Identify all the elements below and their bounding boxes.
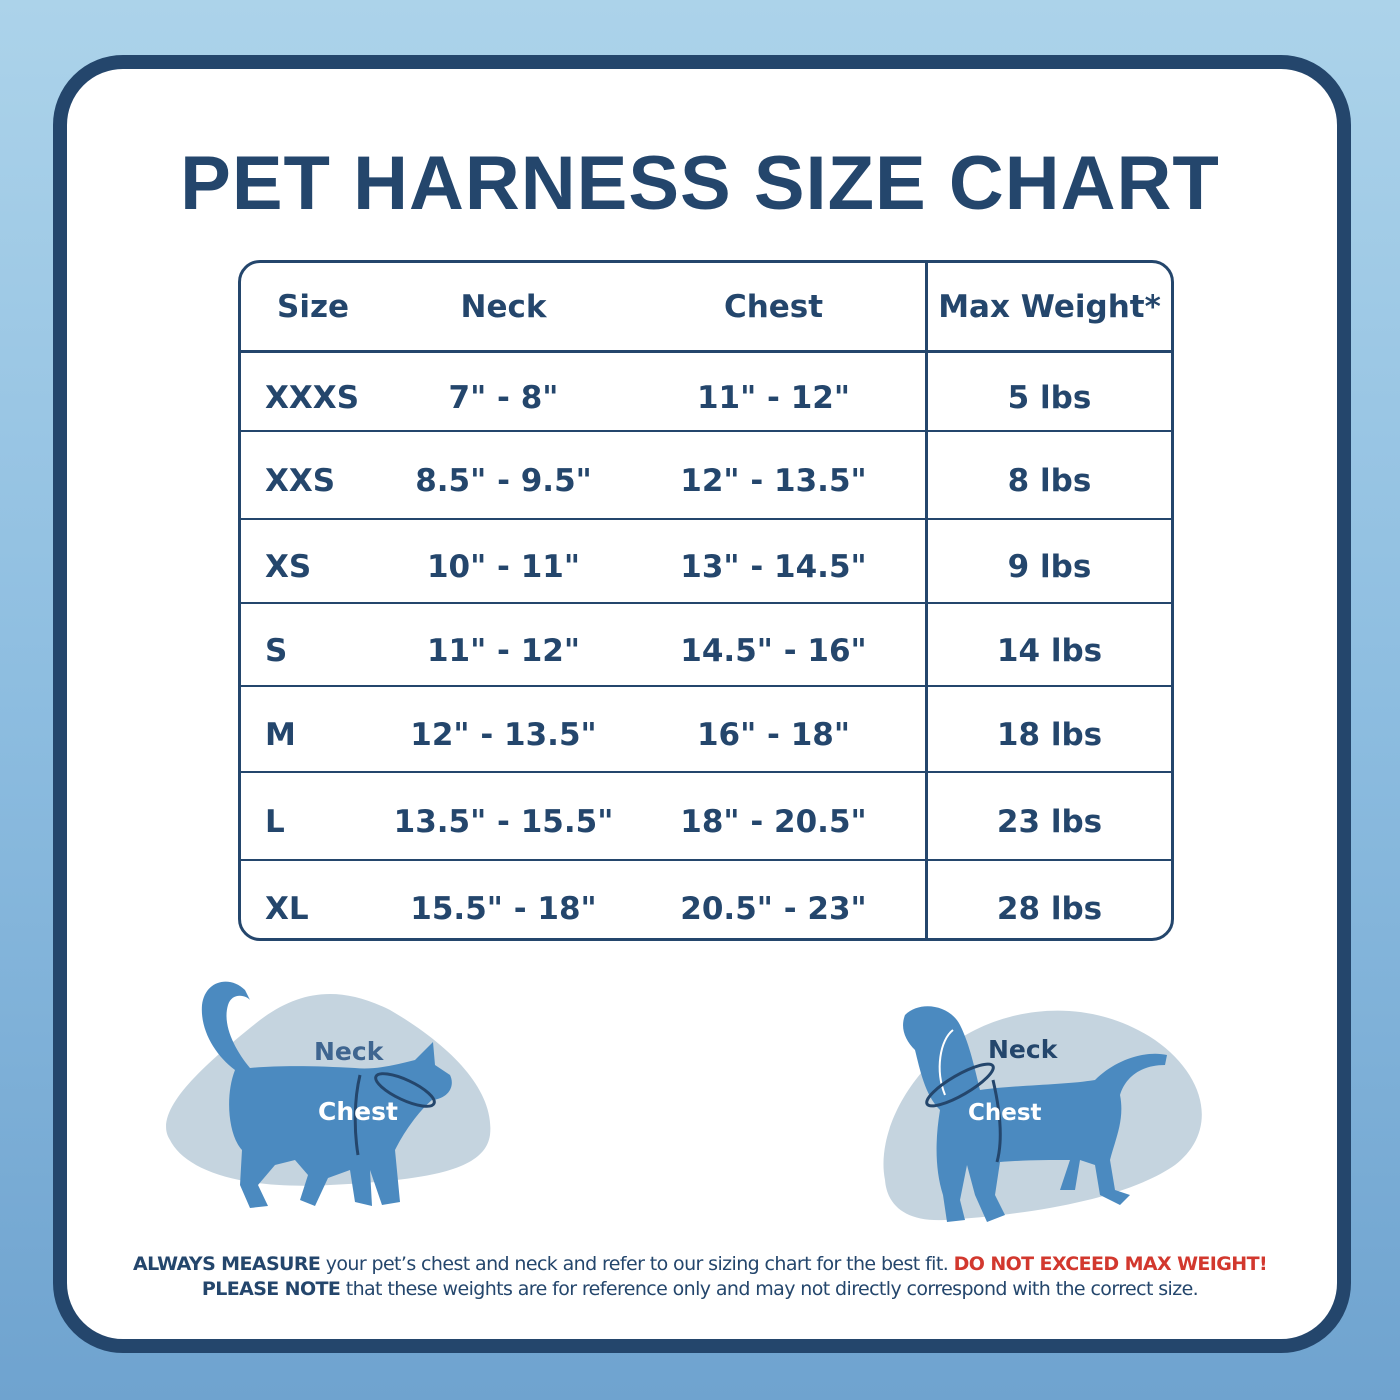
footer-line-1: ALWAYS MEASURE your pet’s chest and neck… bbox=[0, 1252, 1400, 1277]
dog-chest-label: Chest bbox=[968, 1100, 1042, 1126]
cat-chest-strap bbox=[353, 1074, 362, 1156]
cell-chest: 13" - 14.5" bbox=[680, 549, 867, 585]
cell-neck: 15.5" - 18" bbox=[410, 890, 597, 927]
cat-silhouette bbox=[201, 981, 452, 1208]
dog-neck-collar bbox=[925, 1062, 995, 1108]
dog-neck-label: Neck bbox=[988, 1035, 1058, 1064]
cell-max-weight: 5 lbs bbox=[1007, 379, 1092, 416]
cell-size: XXXS bbox=[265, 379, 360, 416]
footer-line-2-text: that these weights are for reference onl… bbox=[340, 1278, 1199, 1300]
cell-size: XXS bbox=[265, 463, 336, 499]
cell-neck: 12" - 13.5" bbox=[410, 717, 597, 753]
cell-chest: 16" - 18" bbox=[696, 717, 851, 753]
dog-silhouette bbox=[903, 1006, 1167, 1222]
page-title: PET HARNESS SIZE CHART bbox=[180, 141, 1220, 226]
cat-illustration bbox=[166, 981, 491, 1208]
table-row: L 13.5" - 15.5" 18" - 20.5" 23 lbs bbox=[241, 771, 1171, 859]
table-row: XXXS 7" - 8" 11" - 12" 5 lbs bbox=[241, 350, 1171, 430]
cell-size: L bbox=[265, 804, 285, 840]
cat-neck-collar bbox=[374, 1072, 436, 1108]
cell-neck: 11" - 12" bbox=[426, 632, 581, 669]
table-header: Size Neck Chest Max Weight* bbox=[241, 263, 1171, 350]
column-divider bbox=[925, 263, 928, 938]
cell-chest: 18" - 20.5" bbox=[680, 804, 867, 840]
cell-chest: 11" - 12" bbox=[696, 379, 851, 416]
cell-size: S bbox=[265, 632, 288, 669]
cat-chest-label: Chest bbox=[318, 1097, 398, 1126]
footer-note: ALWAYS MEASURE your pet’s chest and neck… bbox=[0, 1252, 1400, 1302]
table-row: XXS 8.5" - 9.5" 12" - 13.5" 8 lbs bbox=[241, 430, 1171, 518]
cell-size: XS bbox=[265, 549, 312, 585]
dog-ear-outline bbox=[938, 1029, 954, 1096]
cell-max-weight: 18 lbs bbox=[996, 717, 1103, 753]
header-max-weight: Max Weight* bbox=[938, 288, 1161, 325]
cell-max-weight: 9 lbs bbox=[1007, 549, 1092, 585]
table-row: S 11" - 12" 14.5" - 16" 14 lbs bbox=[241, 602, 1171, 685]
cell-chest: 12" - 13.5" bbox=[680, 463, 867, 499]
header-chest: Chest bbox=[723, 288, 824, 325]
header-neck: Neck bbox=[460, 288, 547, 325]
max-weight-warning: DO NOT EXCEED MAX WEIGHT! bbox=[953, 1253, 1268, 1275]
cell-size: XL bbox=[265, 890, 309, 927]
cell-neck: 7" - 8" bbox=[448, 379, 559, 416]
dog-illustration bbox=[883, 1006, 1202, 1222]
footer-line-2: PLEASE NOTE that these weights are for r… bbox=[0, 1277, 1400, 1302]
cell-max-weight: 28 lbs bbox=[996, 890, 1103, 927]
footer-line-1-text: your pet’s chest and neck and refer to o… bbox=[320, 1253, 954, 1275]
cell-neck: 10" - 11" bbox=[426, 549, 581, 585]
table-row: XL 15.5" - 18" 20.5" - 23" 28 lbs bbox=[241, 859, 1171, 938]
table-row: XS 10" - 11" 13" - 14.5" 9 lbs bbox=[241, 518, 1171, 602]
cell-chest: 20.5" - 23" bbox=[680, 890, 867, 927]
cell-max-weight: 14 lbs bbox=[996, 632, 1103, 669]
dog-chest-strap bbox=[991, 1079, 1002, 1163]
header-size: Size bbox=[277, 288, 350, 325]
cell-max-weight: 8 lbs bbox=[1007, 463, 1092, 499]
cell-max-weight: 23 lbs bbox=[996, 804, 1103, 840]
table-row: M 12" - 13.5" 16" - 18" 18 lbs bbox=[241, 685, 1171, 771]
size-table: Size Neck Chest Max Weight* XXXS 7" - 8" 1… bbox=[238, 260, 1174, 941]
cell-neck: 13.5" - 15.5" bbox=[393, 804, 614, 840]
cell-size: M bbox=[265, 717, 296, 753]
cell-neck: 8.5" - 9.5" bbox=[415, 463, 592, 499]
always-measure-label: ALWAYS MEASURE bbox=[132, 1253, 321, 1275]
cell-chest: 14.5" - 16" bbox=[680, 632, 867, 669]
cat-neck-label: Neck bbox=[314, 1037, 384, 1066]
please-note-label: PLEASE NOTE bbox=[201, 1278, 341, 1300]
